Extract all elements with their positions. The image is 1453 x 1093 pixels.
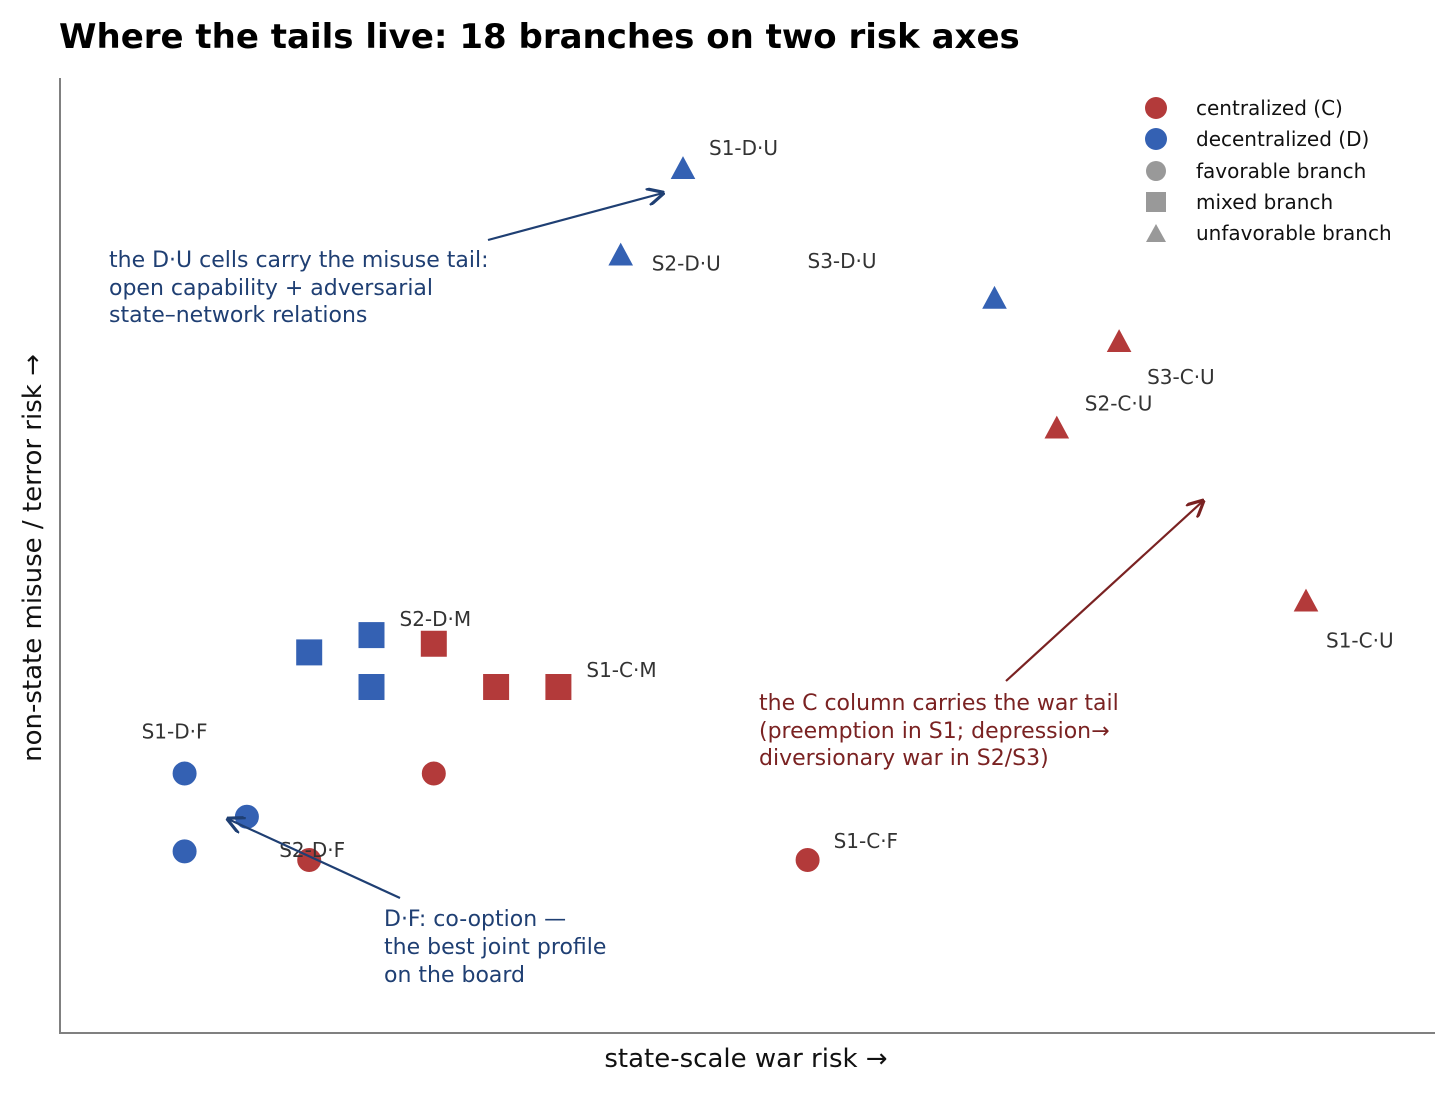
point-square-decentralized [356,672,387,702]
point-circle-decentralized [232,802,261,831]
legend-label-mixed: mixed branch [1196,190,1333,214]
legend-label-unfavorable: unfavorable branch [1196,221,1392,245]
annotation-war-line-1: the C column carries the war tail [759,691,1119,716]
annotation-co-option-line-2: the best joint profile [384,935,606,960]
point-label: S3-D·U [808,249,877,273]
chart-title: Where the tails live: 18 branches on two… [59,17,1020,57]
annotation-co-option-arrow [228,819,401,899]
point-triangle-centralized [1103,324,1135,354]
point-circle-decentralized [170,837,199,866]
point-circle-decentralized [170,759,199,788]
legend: centralized (C) decentralized (D) favora… [1145,96,1392,245]
point-triangle-centralized [1041,411,1073,441]
point-triangle-decentralized [978,281,1011,311]
point-label: S1-D·F [142,720,208,744]
point-label: S2-D·M [400,607,472,631]
point-square-centralized [543,672,574,702]
point-square-centralized [418,628,449,659]
point-square-decentralized [356,620,387,651]
annotation-war-line-3: diversionary war in S2/S3) [759,746,1049,771]
legend-marker-decentralized [1145,128,1167,150]
point-square-decentralized [294,637,325,668]
y-axis-label: non-state misuse / terror risk → [18,354,48,762]
annotation-misuse-line-2: open capability + adversarial [109,276,433,301]
point-labels-layer: S1-D·FS2-D·F S1-C·FS2-D·MS1-C·MS1-D·US2-D… [142,136,1394,862]
point-triangle-decentralized [667,151,699,181]
point-square-centralized [481,672,512,702]
point-triangle-centralized [1290,584,1322,614]
annotation-misuse-arrow [487,193,663,242]
point-label: S2-D·U [652,252,721,276]
annotation-co-option-line-3: on the board [384,963,525,988]
annotation-co-option: D·F: co-option — the best joint profile … [228,819,606,988]
point-circle-centralized [793,846,822,874]
annotation-misuse-line-1: the D·U cells carry the misuse tail: [109,248,489,273]
annotation-war-line-2: (preemption in S1; depression→ [759,719,1110,744]
annotation-misuse-tail: the D·U cells carry the misuse tail: ope… [109,193,663,328]
annotation-war-arrow [1005,501,1203,682]
point-label: S1-C·F [834,829,898,853]
legend-marker-favorable [1146,161,1166,181]
legend-label-decentralized: decentralized (D) [1196,127,1369,151]
legend-label-centralized: centralized (C) [1196,96,1343,120]
annotation-co-option-line-1: D·F: co-option — [384,907,566,932]
legend-label-favorable: favorable branch [1196,159,1366,183]
legend-marker-unfavorable [1146,224,1166,242]
point-label: S1-C·M [586,658,656,682]
annotation-misuse-line-3: state–network relations [109,303,367,328]
point-label: S2-C·U [1085,392,1153,416]
point-label: S1-D·U [709,136,778,160]
point-circle-centralized [419,759,448,788]
point-label: S3-C·U [1147,365,1215,389]
point-triangle-decentralized [605,238,637,268]
legend-marker-centralized [1145,97,1167,119]
x-axis-label: state-scale war risk → [604,1044,887,1074]
points-layer [170,151,1322,874]
legend-marker-mixed [1146,192,1166,212]
annotation-war-tail: the C column carries the war tail (preem… [759,501,1203,771]
point-label: S1-C·U [1326,629,1394,653]
